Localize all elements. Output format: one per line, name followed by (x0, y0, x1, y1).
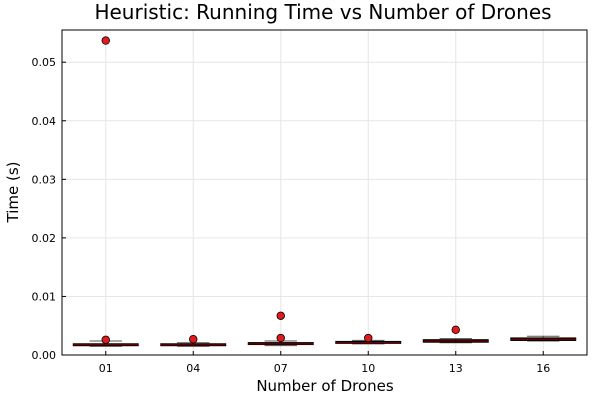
x-tick-label: 04 (186, 362, 200, 375)
box-13 (422, 338, 489, 344)
outlier-point (276, 333, 285, 343)
plot-frame (61, 29, 588, 356)
outliers (101, 36, 460, 344)
y-tick-label: 0.00 (32, 349, 57, 362)
x-tick-label: 01 (99, 362, 113, 375)
outlier-point (451, 325, 460, 335)
x-tick-label: 16 (536, 362, 550, 375)
x-tick-label: 10 (361, 362, 375, 375)
x-axis-ticks: 01 04 07 10 13 16 (99, 351, 550, 375)
grid (62, 30, 587, 356)
x-tick-label: 13 (449, 362, 463, 375)
y-tick-label: 0.02 (32, 232, 57, 245)
y-axis-ticks: 0.00 0.01 0.02 0.03 0.04 0.05 (32, 56, 66, 362)
outlier-point (276, 311, 285, 320)
outlier-point (364, 333, 373, 343)
x-tick-label: 07 (274, 362, 288, 375)
box-04 (160, 342, 227, 347)
y-tick-label: 0.01 (32, 290, 57, 303)
y-tick-label: 0.05 (32, 56, 57, 69)
outlier-point (189, 334, 198, 344)
y-tick-label: 0.04 (32, 115, 57, 128)
y-tick-label: 0.03 (32, 173, 57, 186)
x-axis-label: Number of Drones (256, 377, 394, 395)
box-16 (510, 335, 577, 342)
chart-title: Heuristic: Running Time vs Number of Dro… (94, 0, 551, 24)
outlier-point (101, 335, 110, 344)
y-axis-label: Time (s) (4, 162, 22, 224)
boxes (72, 335, 577, 347)
outlier-point (101, 36, 110, 45)
